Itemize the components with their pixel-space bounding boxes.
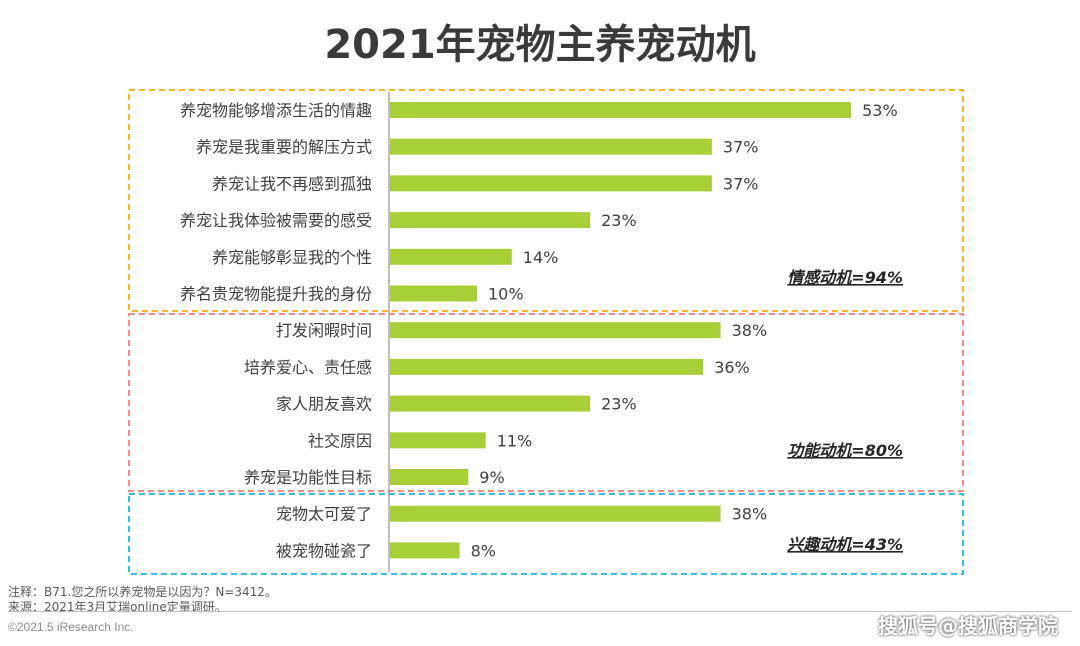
group-label-2: 兴趣动机=43% xyxy=(787,535,903,554)
value-label-6: 38% xyxy=(732,321,768,340)
value-label-0: 53% xyxy=(862,101,898,120)
bar-6 xyxy=(390,322,721,339)
bar-4 xyxy=(390,248,512,265)
bar-2 xyxy=(390,175,712,192)
category-label-8: 家人朋友喜欢 xyxy=(276,395,372,414)
category-label-6: 打发闲暇时间 xyxy=(276,321,372,340)
bar-5 xyxy=(390,285,477,302)
footer-divider xyxy=(8,611,1072,612)
value-label-2: 37% xyxy=(723,174,759,193)
chart-title: 2021年宠物主养宠动机 xyxy=(324,22,756,68)
group-box-2 xyxy=(128,493,964,575)
bar-3 xyxy=(390,212,591,229)
value-label-8: 23% xyxy=(601,395,637,414)
category-label-4: 养宠能够彰显我的个性 xyxy=(212,248,372,267)
category-label-0: 养宠物能够增添生活的情趣 xyxy=(180,101,372,120)
bar-11 xyxy=(390,505,721,522)
category-label-9: 社交原因 xyxy=(308,431,372,450)
category-label-1: 养宠是我重要的解压方式 xyxy=(196,138,372,157)
group-box-0 xyxy=(128,89,964,312)
value-label-9: 11% xyxy=(497,431,533,450)
group-box-1 xyxy=(128,313,964,492)
value-label-4: 14% xyxy=(523,248,559,267)
category-label-7: 培养爱心、责任感 xyxy=(244,358,372,377)
bar-12 xyxy=(390,542,460,559)
chart-note: 注释：B71.您之所以养宠物是以因为？N=3412。 xyxy=(8,585,277,599)
category-label-12: 被宠物碰瓷了 xyxy=(276,541,372,560)
group-label-1: 功能动机=80% xyxy=(787,441,903,460)
category-label-10: 养宠是功能性目标 xyxy=(244,468,372,487)
category-label-3: 养宠让我体验被需要的感受 xyxy=(180,211,372,230)
value-label-1: 37% xyxy=(723,138,759,157)
bar-7 xyxy=(390,358,704,375)
copyright-text: ©2021.5 iResearch Inc. xyxy=(8,620,134,634)
value-label-12: 8% xyxy=(471,541,496,560)
bar-0 xyxy=(390,102,852,118)
value-label-5: 10% xyxy=(488,285,524,304)
value-label-3: 23% xyxy=(601,211,637,230)
bar-1 xyxy=(390,138,712,155)
group-label-0: 情感动机=94% xyxy=(787,268,903,287)
bar-9 xyxy=(390,432,486,449)
category-label-2: 养宠让我不再感到孤独 xyxy=(212,174,372,193)
bar-8 xyxy=(390,395,591,412)
category-label-5: 养名贵宠物能提升我的身份 xyxy=(180,285,372,304)
watermark-text: 搜狐号@搜狐商学院 xyxy=(878,614,1058,638)
chart-source: 来源：2021年3月艾瑞online定量调研。 xyxy=(8,600,227,614)
category-label-11: 宠物太可爱了 xyxy=(276,505,372,524)
bar-10 xyxy=(390,469,469,485)
value-label-11: 38% xyxy=(732,505,768,524)
value-label-7: 36% xyxy=(714,358,750,377)
value-label-10: 9% xyxy=(479,468,504,487)
